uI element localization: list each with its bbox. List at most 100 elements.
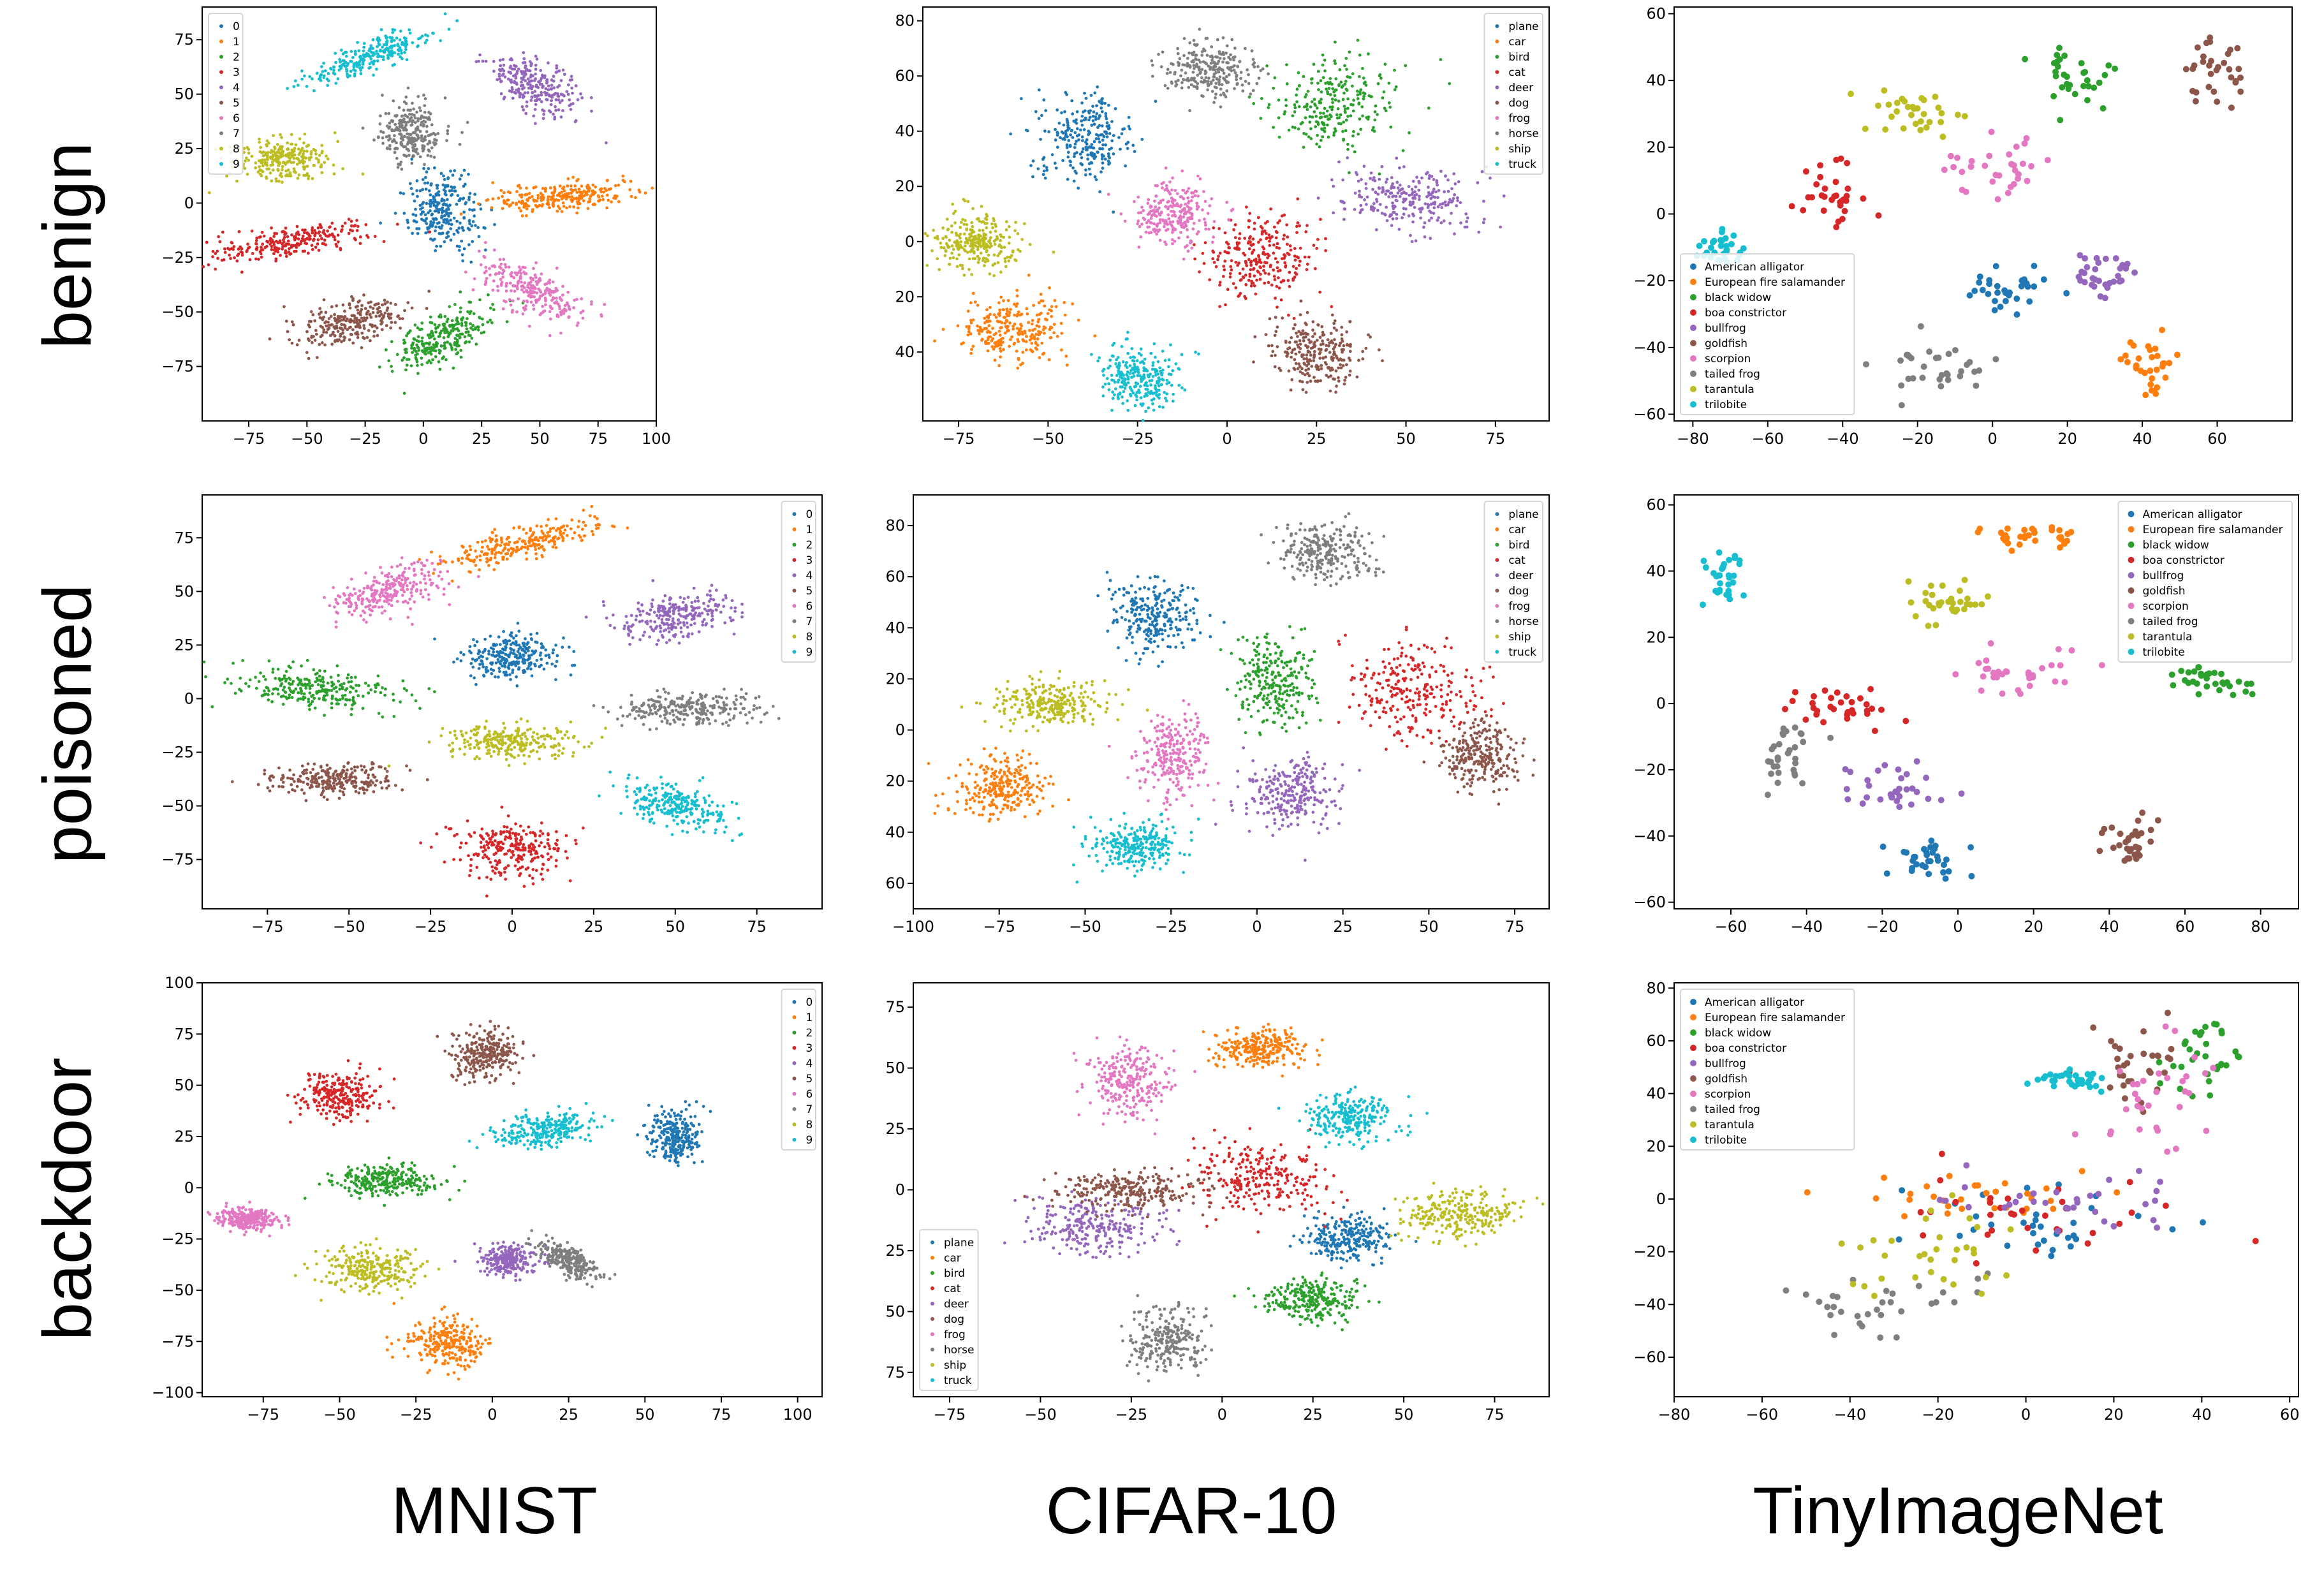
data-point [468, 208, 471, 211]
data-point [541, 117, 545, 121]
data-point [1452, 172, 1456, 175]
data-point [952, 212, 955, 216]
data-point [1251, 237, 1255, 241]
data-point [1195, 43, 1199, 47]
data-point [1434, 190, 1438, 194]
data-point [517, 67, 520, 71]
data-point [1312, 63, 1316, 66]
data-point [380, 318, 384, 321]
data-point [1410, 193, 1414, 196]
data-point [1107, 159, 1110, 163]
data-point [1171, 220, 1175, 224]
data-point [1306, 350, 1310, 353]
data-point [469, 322, 472, 325]
data-point [393, 63, 396, 66]
data-point [207, 191, 211, 195]
data-point [406, 221, 409, 225]
data-point [327, 323, 330, 327]
data-point [1031, 175, 1034, 179]
data-point [254, 239, 258, 242]
y-tick-label: 0 [184, 194, 194, 212]
data-point [1328, 93, 1332, 96]
data-point [434, 330, 438, 334]
data-point [1190, 212, 1194, 216]
data-point [1334, 62, 1337, 65]
data-point [372, 330, 376, 334]
data-point [1310, 77, 1314, 80]
data-point [999, 326, 1003, 330]
data-point [1446, 189, 1450, 193]
y-tick-label: 75 [174, 31, 194, 48]
data-point [296, 84, 300, 87]
data-point [447, 214, 450, 218]
data-point [381, 136, 385, 140]
data-point [393, 51, 397, 55]
data-point [448, 342, 452, 346]
data-point [1047, 130, 1050, 133]
data-point [1334, 369, 1338, 372]
data-point [357, 49, 361, 52]
data-point [351, 298, 355, 302]
data-point [522, 86, 526, 90]
data-point [574, 188, 577, 191]
data-point [390, 53, 394, 56]
data-point [587, 200, 591, 203]
data-point [535, 98, 539, 101]
data-point [1321, 63, 1325, 67]
data-point [1059, 321, 1063, 325]
data-point [1054, 138, 1057, 142]
data-point [534, 63, 538, 67]
data-point [436, 186, 439, 190]
data-point [1325, 87, 1328, 91]
data-point [1325, 374, 1328, 377]
data-point [1266, 256, 1269, 260]
data-point [1077, 133, 1081, 137]
data-point [1020, 330, 1024, 334]
data-point [518, 92, 522, 95]
data-point [1423, 202, 1427, 205]
data-point [1154, 195, 1158, 198]
data-point [1063, 301, 1066, 304]
data-point [590, 300, 593, 304]
data-point [330, 221, 334, 225]
data-point [976, 254, 980, 258]
data-point [396, 314, 399, 318]
data-point [432, 166, 436, 170]
data-point [1112, 210, 1115, 214]
data-point [1273, 365, 1277, 369]
data-point [420, 357, 423, 360]
data-point [1294, 352, 1298, 356]
data-point [980, 328, 983, 332]
data-point [998, 320, 1002, 323]
data-point [1190, 217, 1194, 221]
data-point [1192, 64, 1196, 68]
data-point [1165, 228, 1168, 232]
data-point [558, 101, 562, 105]
data-point [368, 62, 372, 66]
data-point [554, 290, 557, 293]
data-point [1358, 91, 1362, 94]
data-point [412, 154, 415, 158]
data-point [1210, 54, 1214, 58]
data-point [329, 67, 333, 71]
data-point [1330, 178, 1334, 182]
data-point [1268, 239, 1271, 243]
data-point [323, 321, 327, 325]
data-point [1395, 217, 1399, 220]
data-point [1323, 123, 1326, 127]
data-point [571, 91, 574, 95]
data-point [1206, 80, 1210, 84]
data-point [1302, 357, 1306, 361]
data-point [1300, 355, 1304, 358]
data-point [478, 298, 482, 302]
data-point [1412, 214, 1415, 217]
data-point [250, 154, 254, 158]
data-point [1037, 117, 1041, 121]
data-point [1313, 350, 1316, 353]
data-point [531, 195, 534, 198]
data-point [429, 315, 432, 319]
data-point [1324, 249, 1327, 253]
data-point [232, 245, 236, 249]
data-point [970, 221, 974, 225]
data-point [458, 177, 462, 181]
